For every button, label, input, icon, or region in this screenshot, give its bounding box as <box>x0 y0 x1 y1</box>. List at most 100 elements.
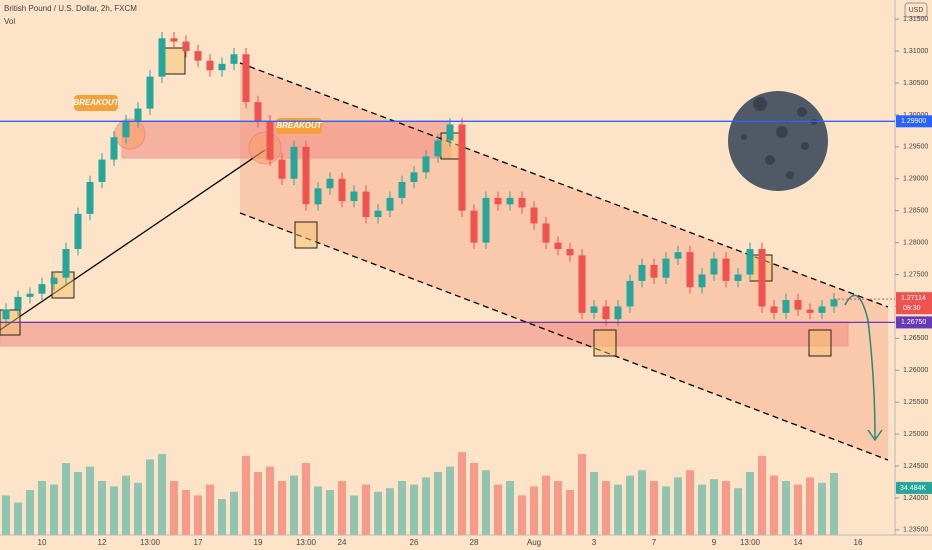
x-tick-label: 14 <box>794 538 803 547</box>
pivot-box <box>162 47 186 75</box>
candle-body <box>446 124 454 141</box>
volume-bar <box>746 472 754 535</box>
candle-body <box>494 197 502 205</box>
candle-body <box>566 248 574 256</box>
y-tick-label: 1.31000 <box>903 48 928 55</box>
trend-line <box>0 149 266 331</box>
candle-body <box>602 306 610 320</box>
x-tick-label: 13:00 <box>296 538 317 547</box>
volume-bar <box>170 481 178 535</box>
x-tick-label: 12 <box>98 538 107 547</box>
candle-body <box>134 108 142 122</box>
chart-title: British Pound / U.S. Dollar, 2h, FXCM <box>4 4 137 13</box>
volume-bar <box>470 463 478 535</box>
annotation: BREAKOUT <box>73 98 119 107</box>
volume-bar <box>758 455 766 535</box>
x-tick-label: Aug <box>527 538 541 547</box>
volume-bar <box>614 484 622 535</box>
candle-body <box>614 306 622 320</box>
crater <box>765 155 775 165</box>
volume-bar <box>398 481 406 535</box>
volume-tag <box>896 481 932 494</box>
volume-label: 34.484K <box>900 485 926 492</box>
volume-bar <box>554 481 562 535</box>
pivot-box <box>294 221 318 249</box>
candle-body <box>458 124 466 211</box>
candle-body <box>506 197 514 205</box>
volume-bar <box>734 488 742 535</box>
volume-bar <box>266 466 274 535</box>
volume-bar <box>698 484 706 535</box>
annotation-pill <box>74 95 118 111</box>
x-tick-label: 3 <box>592 538 597 547</box>
volume-bar <box>182 490 190 535</box>
y-tick-label: 1.25000 <box>903 431 928 438</box>
volume-bar <box>242 455 250 535</box>
candle-body <box>26 293 34 297</box>
volume-bar <box>62 463 70 535</box>
candle-body <box>362 191 370 218</box>
x-tick-label: 28 <box>470 538 479 547</box>
volume-bar <box>434 472 442 535</box>
candle-body <box>230 54 238 64</box>
candle-body <box>350 191 358 202</box>
candle-body <box>86 181 94 214</box>
arrow-head <box>867 429 883 442</box>
candle-body <box>50 277 58 285</box>
volume-bar <box>254 472 262 535</box>
candle-body <box>674 252 682 259</box>
volume-bar <box>374 491 382 535</box>
crater <box>797 107 807 117</box>
volume-bar <box>722 481 730 535</box>
candle-body <box>386 197 394 211</box>
candle-body <box>530 207 538 224</box>
breakout-circle <box>114 118 146 150</box>
candle-body <box>686 252 694 288</box>
candle-body <box>38 284 46 294</box>
volume-bar <box>422 477 430 535</box>
countdown: 09:30 <box>903 305 921 312</box>
volume-bar <box>134 482 142 535</box>
volume-bar <box>50 484 58 535</box>
volume-bar <box>638 470 646 535</box>
volume-bar <box>446 466 454 535</box>
candle-body <box>374 210 382 218</box>
candle-body <box>194 51 202 61</box>
candle-body <box>758 248 766 307</box>
candle-body <box>182 41 190 52</box>
volume-bar <box>98 481 106 535</box>
x-tick-label: 16 <box>854 538 863 547</box>
x-tick-label: 26 <box>410 538 419 547</box>
volume-bar <box>806 477 814 535</box>
candle-body <box>698 274 706 288</box>
candle-body <box>146 76 154 109</box>
candle-body <box>290 146 298 179</box>
annotation-pill <box>276 118 322 134</box>
candle-body <box>218 63 226 71</box>
drawings: BREAKOUT BREAKOUT <box>0 47 889 461</box>
currency: USD <box>909 7 924 14</box>
candle-body <box>830 299 838 307</box>
currency-badge[interactable] <box>904 2 928 18</box>
level-tag <box>896 316 932 329</box>
candle-body <box>338 178 346 202</box>
volume-bar <box>578 454 586 535</box>
volume-bar <box>818 482 826 535</box>
candle-body <box>158 38 166 77</box>
candle-body <box>590 306 598 313</box>
candle-body <box>794 300 802 310</box>
volume-bar <box>770 475 778 535</box>
crater <box>786 171 794 179</box>
pivot-box <box>808 329 832 357</box>
volume-title: Vol <box>4 17 15 26</box>
candle-body <box>74 213 82 249</box>
moon <box>728 91 828 191</box>
candle-body <box>542 223 550 243</box>
volume-bar <box>602 481 610 535</box>
crater <box>741 134 747 140</box>
y-tick-label: 1.30500 <box>903 80 928 87</box>
crater <box>801 142 809 150</box>
volume-bar <box>146 459 154 535</box>
volume-bar <box>590 472 598 535</box>
